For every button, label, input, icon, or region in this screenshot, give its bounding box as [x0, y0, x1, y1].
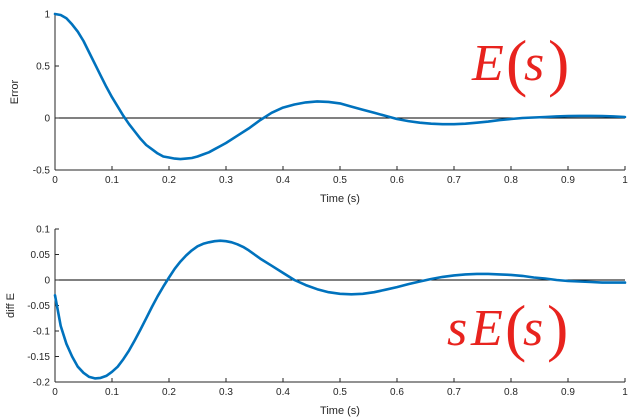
x-tick-label: 0.6 — [390, 387, 404, 398]
x-tick-label: 0.3 — [219, 175, 233, 186]
annotation-prefix: s — [447, 300, 467, 357]
annotation-e: E — [470, 300, 503, 357]
y-tick-label: -0.15 — [27, 352, 50, 363]
y-tick-label: 0.5 — [36, 62, 50, 73]
x-tick-label: 0.2 — [162, 387, 176, 398]
x-tick-label: 0.1 — [105, 175, 119, 186]
x-tick-label: 0.2 — [162, 175, 176, 186]
x-tick-label: 0.8 — [504, 175, 518, 186]
y-tick-label: 0.1 — [36, 225, 50, 236]
x-tick-label: 0.3 — [219, 387, 233, 398]
annotation-paren-open: ( — [505, 292, 526, 363]
y-tick-label: 0.05 — [31, 250, 51, 261]
series-line — [53, 12, 627, 161]
y-tick-label: 0 — [44, 114, 50, 125]
x-tick-label: 0.8 — [504, 387, 518, 398]
annotation-paren-close: ) — [548, 27, 569, 98]
annotation-s: s — [524, 35, 544, 92]
annotation-paren-close: ) — [547, 292, 568, 363]
y-tick-label: 1 — [44, 10, 50, 21]
x-tick-label: 0.7 — [447, 387, 461, 398]
x-tick-label: 1 — [622, 387, 628, 398]
y-tick-label: 0 — [44, 276, 50, 287]
x-tick-label: 0 — [52, 387, 58, 398]
y-tick-label: -0.1 — [33, 327, 51, 338]
x-tick-label: 0 — [52, 175, 58, 186]
x-tick-label: 0.6 — [390, 175, 404, 186]
annotation-e: E — [471, 35, 504, 92]
x-tick-label: 0.5 — [333, 387, 347, 398]
x-tick-label: 0.7 — [447, 175, 461, 186]
annotation-paren-open: ( — [506, 27, 527, 98]
x-tick-label: 0.4 — [276, 387, 290, 398]
y-tick-label: -0.5 — [33, 166, 51, 177]
y-tick-label: -0.2 — [33, 378, 51, 389]
x-tick-label: 1 — [622, 175, 628, 186]
y-tick-label: -0.05 — [27, 301, 50, 312]
x-tick-label: 0.5 — [333, 175, 347, 186]
x-tick-label: 0.4 — [276, 175, 290, 186]
x-tick-label: 0.9 — [561, 175, 575, 186]
y-axis-label: diff E — [5, 293, 17, 318]
chart-panel-2: 0 0.1 0.2 0.3 0.4 0.5 0.6 0.7 0.8 0.9 1 -0.2 -0.15 -0… — [5, 225, 628, 418]
x-tick-label: 0.1 — [105, 387, 119, 398]
y-axis-label: Error — [9, 79, 21, 104]
annotation-s: s — [523, 300, 543, 357]
x-axis-label: Time (s) — [320, 193, 360, 205]
x-tick-label: 0.9 — [561, 387, 575, 398]
chart-panel-1: 0 0.1 0.2 0.3 0.4 0.5 0.6 0.7 0.8 0.9 1-0.500.51Ti… — [9, 10, 628, 206]
x-axis-label: Time (s) — [320, 405, 360, 417]
series-line — [53, 239, 627, 380]
